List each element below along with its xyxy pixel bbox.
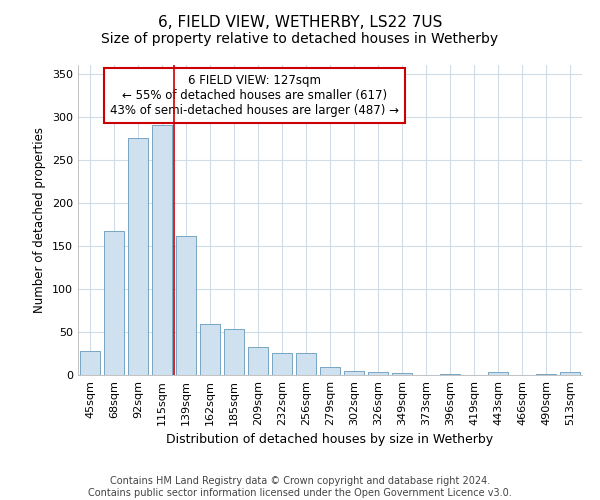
Bar [248,346,268,375]
Bar [296,354,316,375]
Bar [80,351,100,375]
Bar [176,236,196,375]
Bar [536,374,556,375]
Bar [128,138,148,375]
Bar [368,372,388,375]
Bar [560,372,580,375]
X-axis label: Distribution of detached houses by size in Wetherby: Distribution of detached houses by size … [166,434,494,446]
Text: Size of property relative to detached houses in Wetherby: Size of property relative to detached ho… [101,32,499,46]
Bar [392,374,412,375]
Y-axis label: Number of detached properties: Number of detached properties [34,127,46,313]
Bar [200,324,220,375]
Text: 6 FIELD VIEW: 127sqm
← 55% of detached houses are smaller (617)
43% of semi-deta: 6 FIELD VIEW: 127sqm ← 55% of detached h… [110,74,399,118]
Text: Contains HM Land Registry data © Crown copyright and database right 2024.
Contai: Contains HM Land Registry data © Crown c… [88,476,512,498]
Bar [224,328,244,375]
Bar [344,370,364,375]
Bar [272,354,292,375]
Bar [152,126,172,375]
Bar [320,367,340,375]
Bar [104,231,124,375]
Bar [488,372,508,375]
Text: 6, FIELD VIEW, WETHERBY, LS22 7US: 6, FIELD VIEW, WETHERBY, LS22 7US [158,15,442,30]
Bar [440,374,460,375]
